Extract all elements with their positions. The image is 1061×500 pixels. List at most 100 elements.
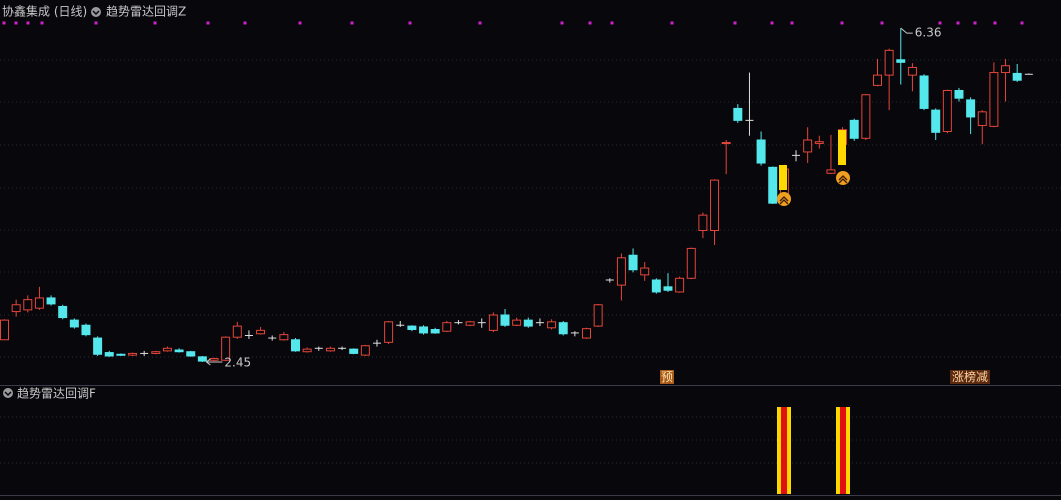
indicator-name[interactable]: 趋势雷达回调F [17,387,96,401]
candle-body [582,328,591,339]
signal-dots [2,21,1024,25]
candle-body [11,304,21,313]
signal-dot [770,21,774,25]
chart-title: 协鑫集成 (日线) [2,4,87,19]
signal-dot [956,21,960,25]
candle-body [221,336,231,361]
signal-dot [478,21,482,25]
candle-body [966,99,976,118]
signal-dot [243,21,247,25]
candle-body [174,349,184,353]
indicator-toggle[interactable] [3,388,13,398]
candle-body [256,329,266,335]
candle-body [442,322,452,332]
candle-body [756,139,766,164]
candle-body [698,214,708,231]
candle-body [302,348,312,353]
signal-dot [14,21,18,25]
signal-dot [94,21,98,25]
signal-dot [790,21,794,25]
candle-body [616,257,626,286]
candle-body [23,299,33,311]
candle-body [989,72,999,127]
max-label: 6.36 [915,26,942,40]
signal-dot [408,21,412,25]
signal-dot [206,21,210,25]
grid [0,59,1061,464]
signal-dot [298,21,302,25]
candle-body [1001,65,1011,74]
signal-dot [40,21,44,25]
candle-body [58,305,68,319]
candle-body [651,279,661,293]
signal-dot [993,21,997,25]
candle-body [907,66,917,76]
candle-body [186,351,196,357]
candle-body [325,347,335,352]
candle-body [197,356,207,362]
leader-line [206,358,223,366]
candle-body [558,322,568,335]
candle-body [710,179,720,231]
marker-box [950,370,990,384]
candle-body [0,319,9,341]
signal-dot [2,21,6,25]
candle-body [151,351,161,354]
candle-body [721,142,731,145]
candle-body [826,169,836,174]
candle-body [547,321,557,329]
candle-body [849,119,859,139]
indicator-toggle[interactable] [91,7,101,17]
candle-body [500,314,510,326]
candle-body [593,304,603,327]
signal-dot [973,21,977,25]
candle-body [81,324,91,336]
signal-bars [777,130,850,206]
candle-body [663,286,673,291]
candle-body [279,334,289,341]
candle-body [686,247,696,279]
candle-body [46,297,56,305]
signal-dot [153,21,157,25]
candle-body [465,321,475,326]
candle-body [803,139,813,153]
indicator-name[interactable]: 趋势雷达回调Z [106,5,186,19]
candle-body [523,319,533,327]
candle-body [884,49,894,76]
candle-body [349,348,359,354]
candle-body [977,111,987,126]
candle-body [419,326,429,334]
candle-body [104,352,114,357]
candle-body [640,267,650,276]
candle-body [291,339,300,352]
leader-line [900,27,913,34]
candle-body [896,59,906,63]
candle-body [34,297,44,309]
candle-body [430,329,440,334]
signal-dot [670,21,674,25]
candle-body [128,352,138,356]
min-label: 2.45 [224,355,251,369]
signal-dot [350,21,354,25]
marker-rank: 涨榜减 [952,369,988,384]
candle-body [814,141,824,144]
candle-body [488,314,498,331]
candles [0,28,1033,362]
candle-body [733,107,743,121]
candle-body [768,166,778,204]
candle-body [675,277,685,293]
candle-body [407,325,417,331]
candle-body [628,254,638,271]
candle-body [360,345,370,356]
candle-body [1012,72,1022,81]
candle-body [209,358,219,361]
lower-signal-bars [777,407,850,494]
signal-dot [880,21,884,25]
signal-dot [733,21,737,25]
candle-body [69,319,79,328]
candle-body [384,321,394,343]
signal-dot [560,21,564,25]
candle-body [931,109,941,133]
candle-body [942,89,952,132]
